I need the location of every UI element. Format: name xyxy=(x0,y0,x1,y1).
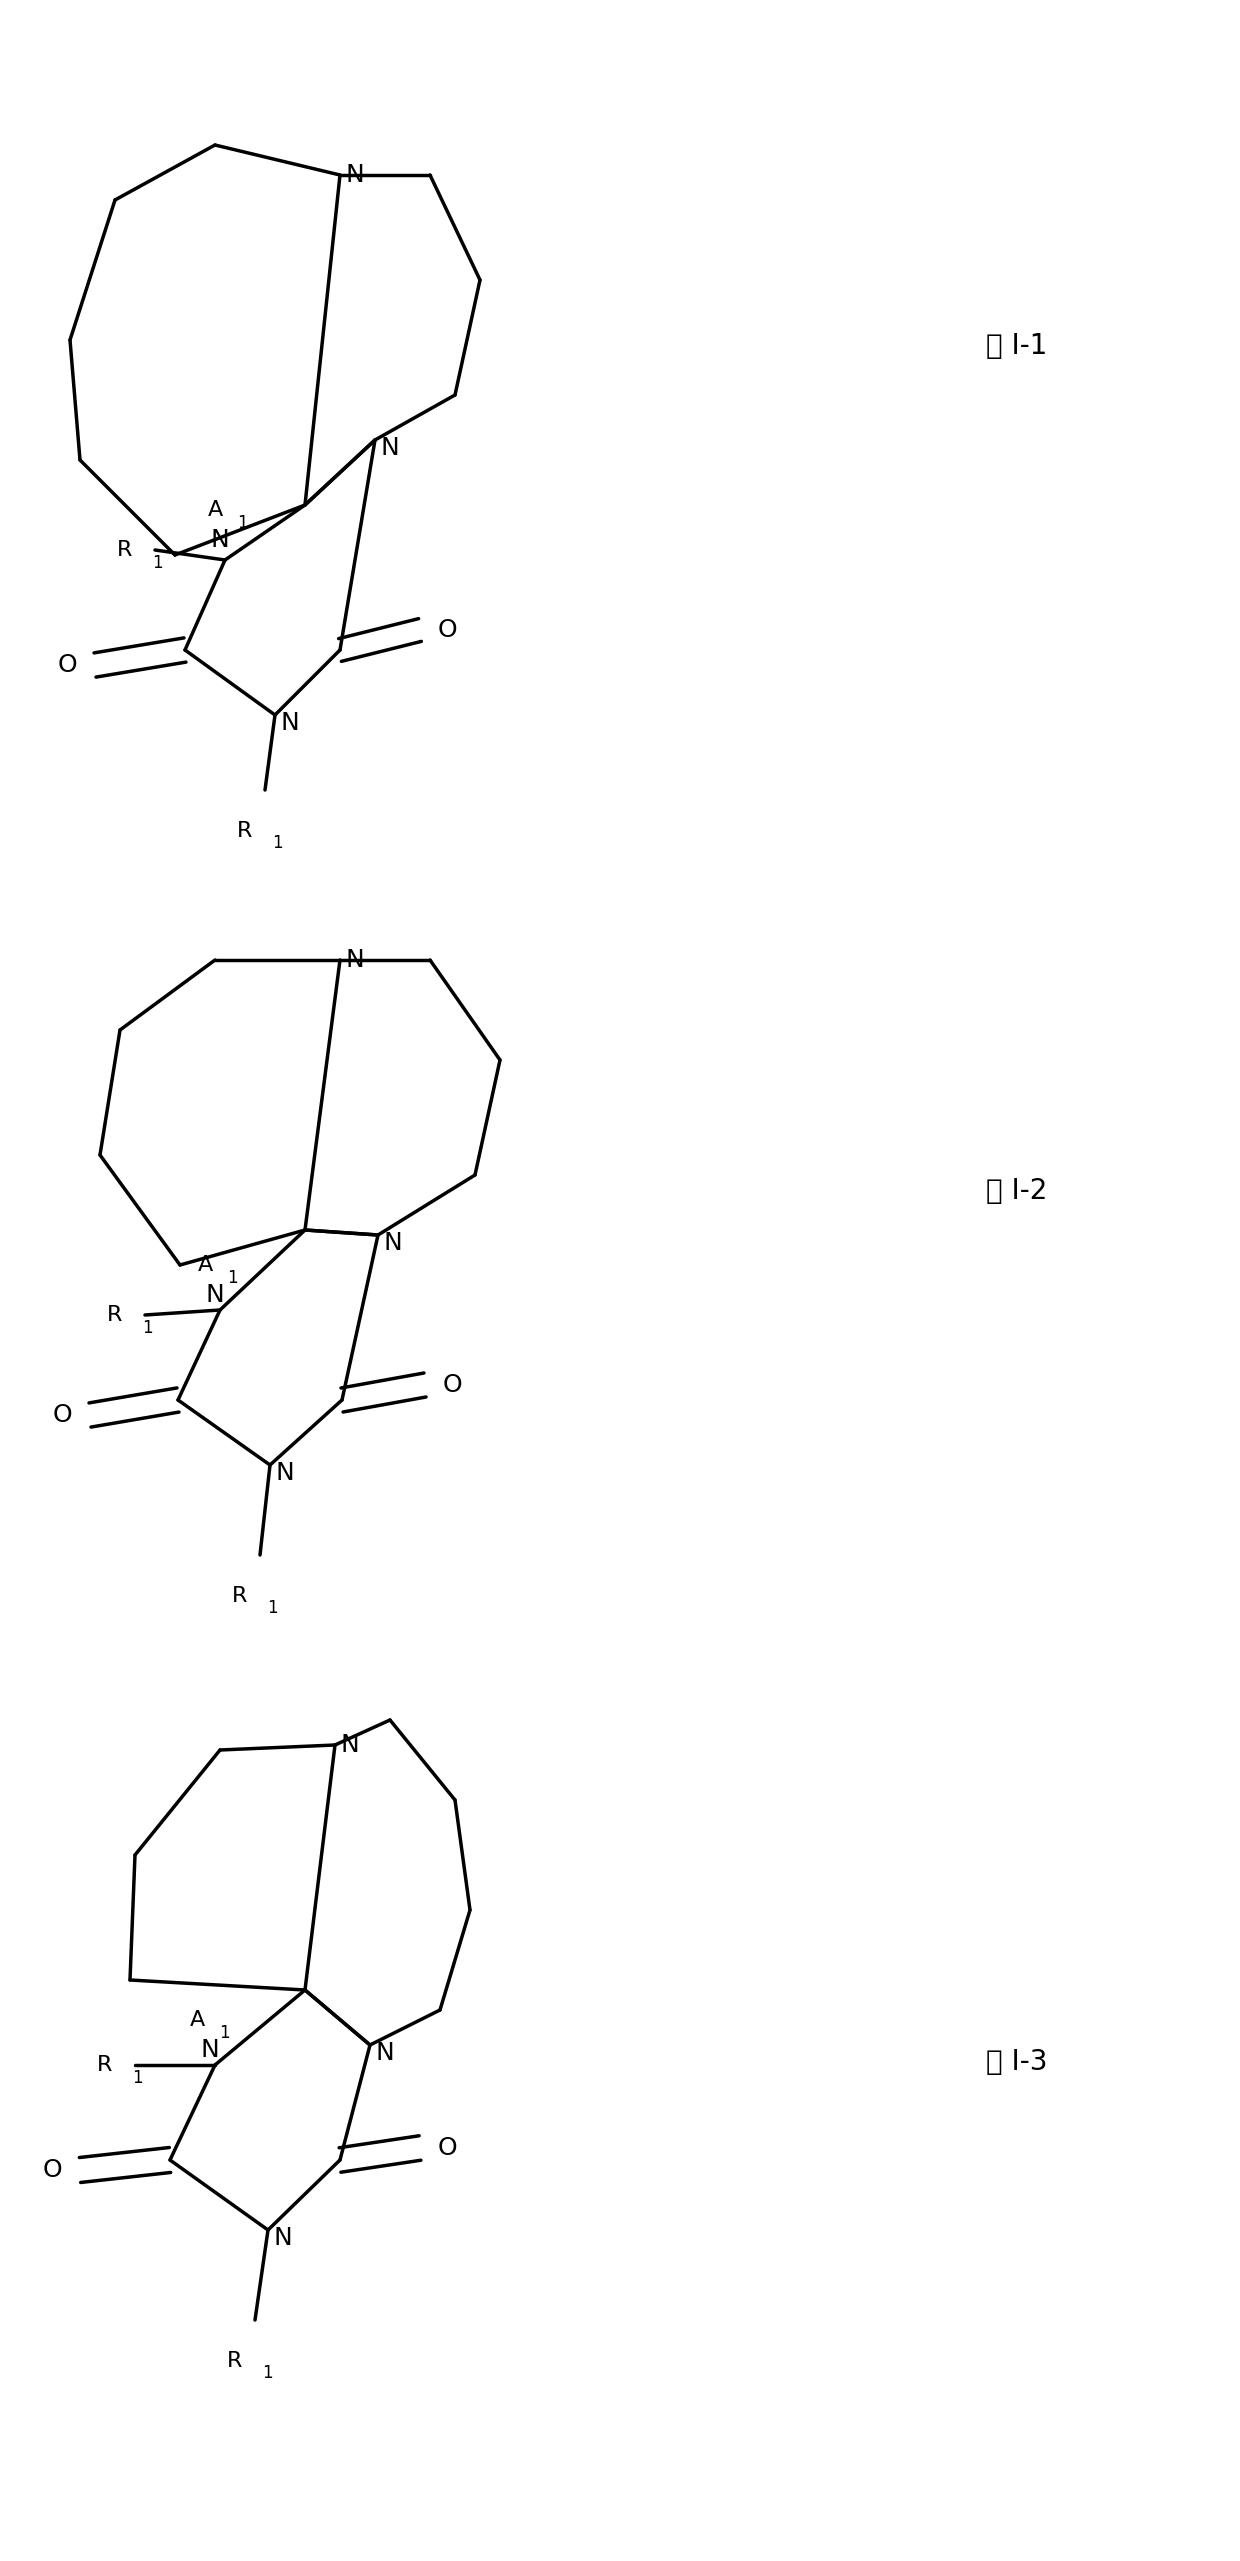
Text: R: R xyxy=(118,540,133,561)
Text: R: R xyxy=(237,820,253,840)
Text: O: O xyxy=(443,1373,463,1396)
Text: N: N xyxy=(206,1283,224,1306)
Text: N: N xyxy=(376,2041,394,2064)
Text: N: N xyxy=(280,712,299,735)
Text: 1: 1 xyxy=(263,2364,273,2382)
Text: O: O xyxy=(43,2159,62,2182)
Text: N: N xyxy=(211,528,229,551)
Text: O: O xyxy=(438,2136,458,2159)
Text: 1: 1 xyxy=(227,1268,238,1286)
Text: N: N xyxy=(346,164,365,187)
Text: N: N xyxy=(275,1460,294,1485)
Text: 1: 1 xyxy=(268,1598,278,1616)
Text: O: O xyxy=(438,617,458,643)
Text: N: N xyxy=(274,2226,293,2249)
Text: R: R xyxy=(108,1306,123,1324)
Text: 1: 1 xyxy=(143,1319,154,1337)
Text: O: O xyxy=(58,653,78,676)
Text: 1: 1 xyxy=(133,2069,143,2087)
Text: 式 I-3: 式 I-3 xyxy=(986,2049,1048,2074)
Text: N: N xyxy=(341,1734,360,1757)
Text: R: R xyxy=(232,1585,248,1606)
Text: R: R xyxy=(227,2351,243,2371)
Text: 1: 1 xyxy=(153,553,164,571)
Text: 1: 1 xyxy=(273,832,283,853)
Text: A: A xyxy=(207,499,223,520)
Text: 式 I-1: 式 I-1 xyxy=(986,333,1048,359)
Text: R: R xyxy=(97,2054,113,2074)
Text: 1: 1 xyxy=(237,515,248,533)
Text: 1: 1 xyxy=(219,2023,229,2041)
Text: A: A xyxy=(197,1255,212,1275)
Text: N: N xyxy=(201,2039,219,2062)
Text: 式 I-2: 式 I-2 xyxy=(986,1178,1048,1204)
Text: N: N xyxy=(383,1232,402,1255)
Text: A: A xyxy=(190,2010,205,2031)
Text: N: N xyxy=(346,948,365,973)
Text: N: N xyxy=(381,435,399,458)
Text: O: O xyxy=(53,1403,72,1426)
